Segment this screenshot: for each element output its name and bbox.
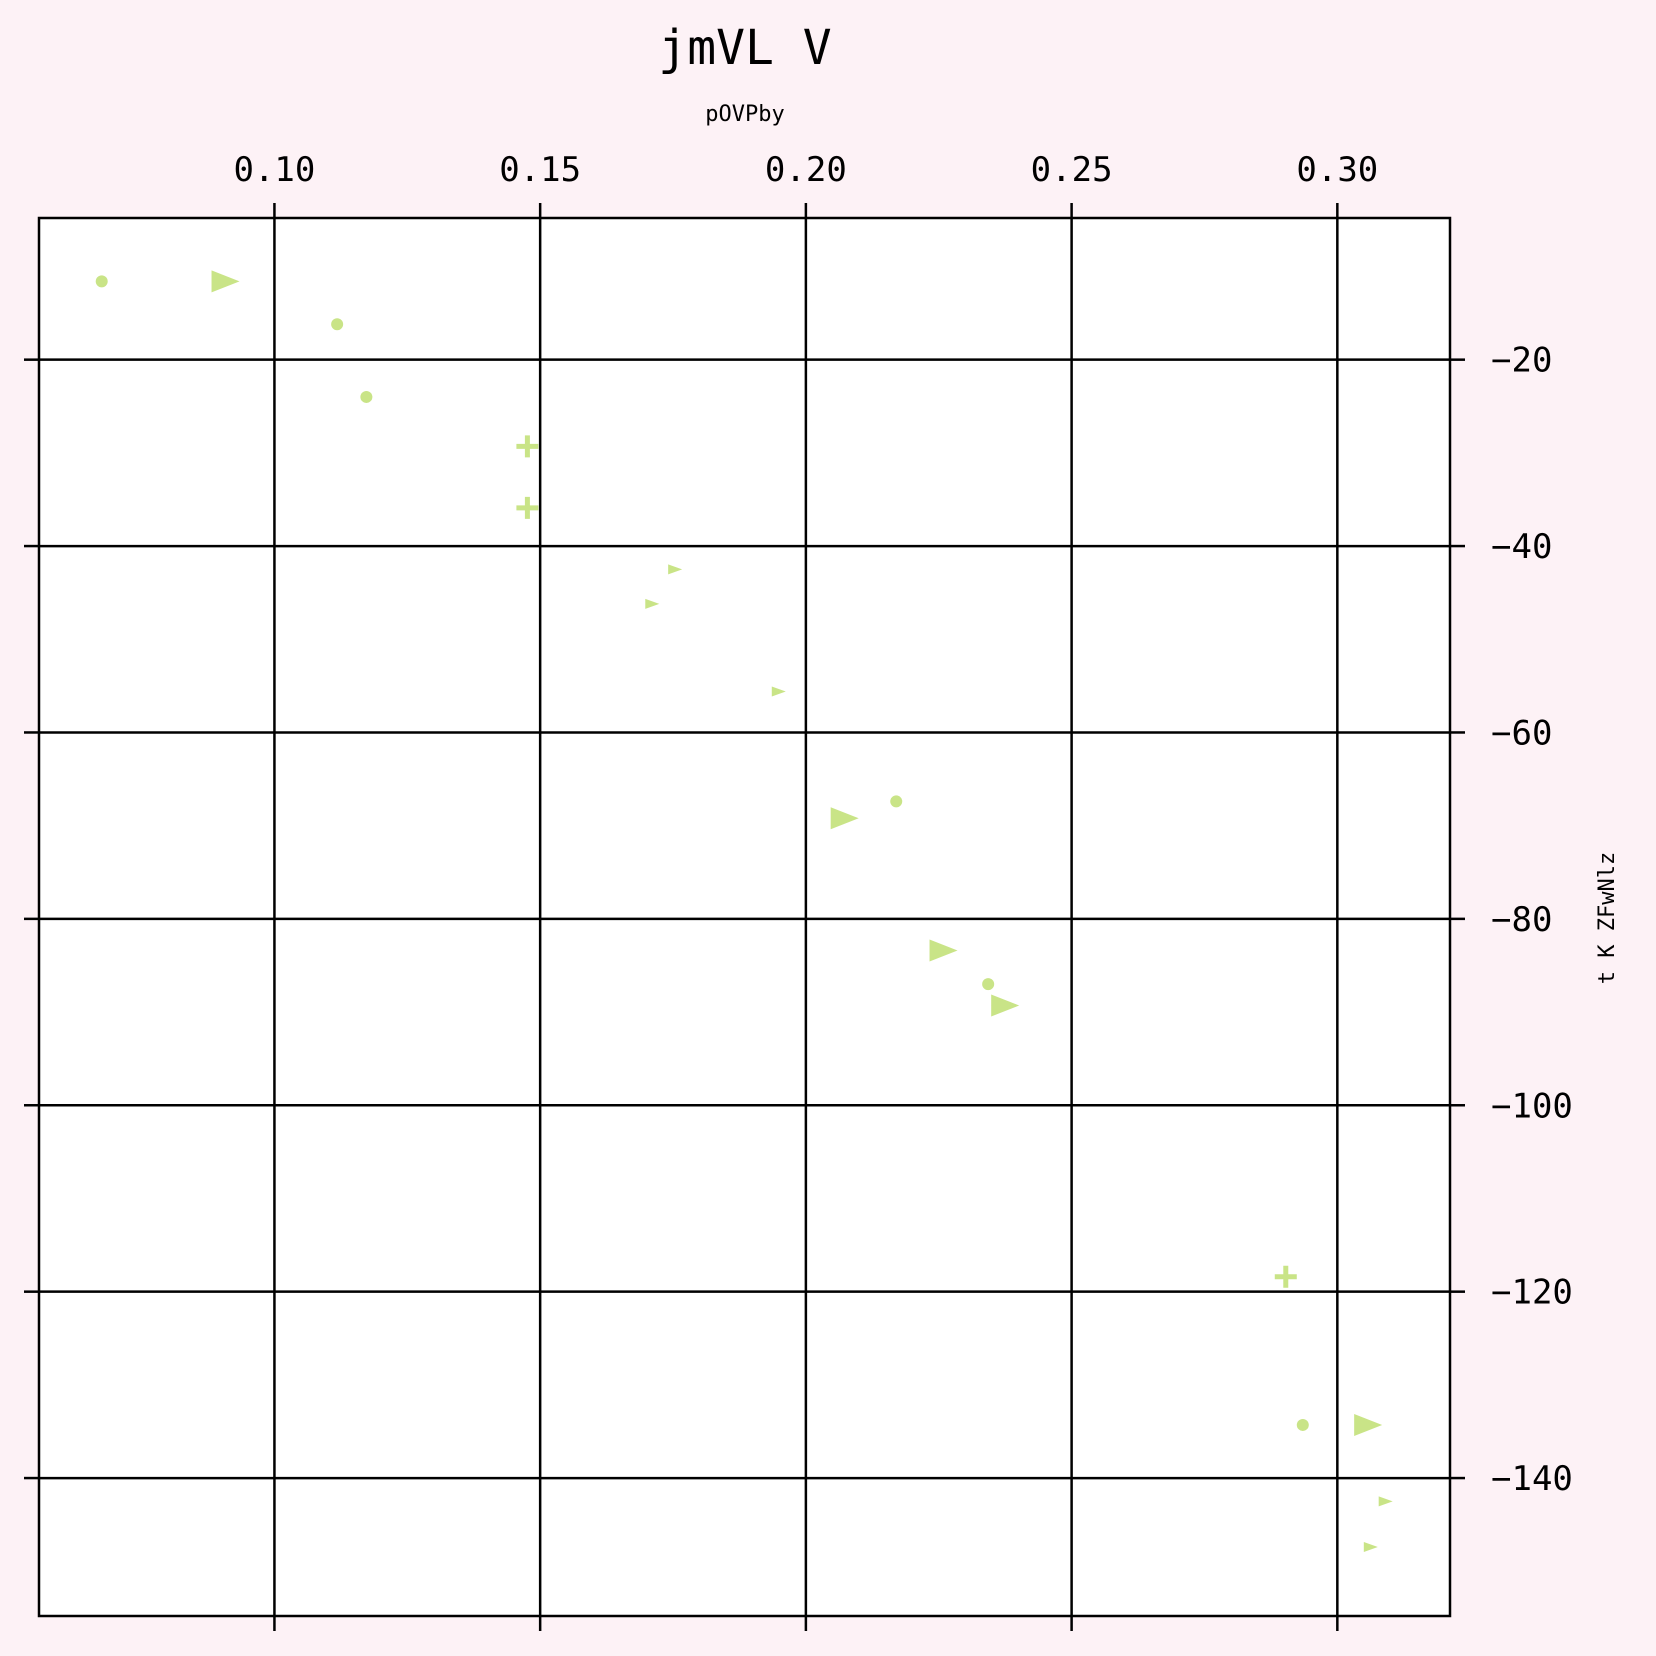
- data-point-triangle: [668, 564, 683, 575]
- x-tick-label: 0.25: [1031, 150, 1113, 190]
- data-point-triangle: [645, 598, 660, 609]
- x-tick-label: 0.10: [233, 150, 315, 190]
- x-axis-title: pOVPby: [705, 102, 784, 127]
- x-tick-label: 0.15: [499, 150, 581, 190]
- data-point-circle: [1296, 1418, 1309, 1431]
- y-tick-label: −120: [1491, 1273, 1573, 1313]
- data-point-circle: [331, 318, 344, 331]
- data-point-triangle: [830, 807, 859, 830]
- chart-title: jmVL V: [658, 20, 831, 76]
- x-tick-label: 0.30: [1296, 150, 1378, 190]
- data-point-triangle: [929, 939, 958, 962]
- axis-ticks: 0.10 0.15 0.20 0.25 0.30 −20 −40 −60 −80 −100 −120…: [24, 150, 1573, 1631]
- data-point-circle: [360, 390, 373, 403]
- y-tick-label: −40: [1491, 527, 1552, 567]
- y-axis-title: t K ZFwNlz: [1595, 852, 1620, 984]
- data-point-triangle: [771, 686, 786, 697]
- data-point-circle: [890, 795, 903, 808]
- data-point-triangle: [1363, 1542, 1378, 1553]
- y-tick-label: −80: [1491, 900, 1552, 940]
- plot-area: [39, 218, 1450, 1616]
- data-point-triangle: [991, 994, 1020, 1017]
- grid-lines: [39, 218, 1450, 1616]
- data-point-triangle: [211, 270, 240, 293]
- y-tick-label: −100: [1491, 1086, 1573, 1126]
- data-point-circle: [982, 978, 995, 991]
- data-point-triangle: [1378, 1496, 1393, 1507]
- data-point-circle: [95, 275, 108, 288]
- y-tick-label: −60: [1491, 713, 1552, 753]
- y-tick-label: −140: [1491, 1459, 1573, 1499]
- plot-frame: [37, 216, 1452, 1618]
- data-point-plus: [1274, 1265, 1297, 1288]
- data-point-plus: [516, 435, 539, 458]
- x-tick-label: 0.20: [765, 150, 847, 190]
- y-tick-label: −20: [1491, 341, 1552, 381]
- data-points: [95, 270, 1393, 1553]
- data-point-plus: [516, 496, 539, 519]
- data-point-triangle: [1354, 1413, 1383, 1436]
